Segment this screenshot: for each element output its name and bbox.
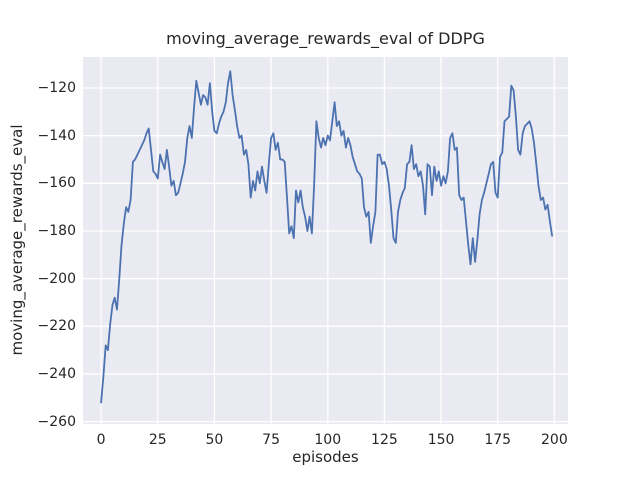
y-axis-label: moving_average_rewards_eval bbox=[8, 124, 26, 356]
y-tick-label: −260 bbox=[37, 413, 76, 430]
y-tick-label: −220 bbox=[37, 318, 76, 335]
plot-svg bbox=[83, 57, 568, 424]
x-tick-label: 125 bbox=[371, 432, 398, 448]
x-tick-label: 150 bbox=[427, 432, 455, 448]
y-tick-label: −240 bbox=[37, 365, 76, 382]
x-tick-label: 25 bbox=[148, 432, 167, 448]
y-tick-label: −140 bbox=[37, 127, 76, 144]
series-line-moving_average_rewards_eval bbox=[100, 70, 554, 404]
y-tick-label: −120 bbox=[37, 79, 76, 96]
x-tick-label: 50 bbox=[205, 432, 224, 448]
x-axis-label: episodes bbox=[292, 448, 359, 466]
y-tick-label: −200 bbox=[37, 270, 76, 287]
x-tick-label: 75 bbox=[262, 432, 280, 448]
y-tick-label: −160 bbox=[37, 175, 76, 192]
x-tick-label: 100 bbox=[314, 432, 342, 448]
x-tick-label: 0 bbox=[96, 432, 106, 448]
x-tick-label: 175 bbox=[484, 432, 512, 448]
plot-area bbox=[83, 57, 568, 424]
chart-title: moving_average_rewards_eval of DDPG bbox=[166, 29, 485, 48]
y-tick-label: −180 bbox=[37, 222, 76, 239]
x-tick-label: 200 bbox=[541, 432, 568, 448]
